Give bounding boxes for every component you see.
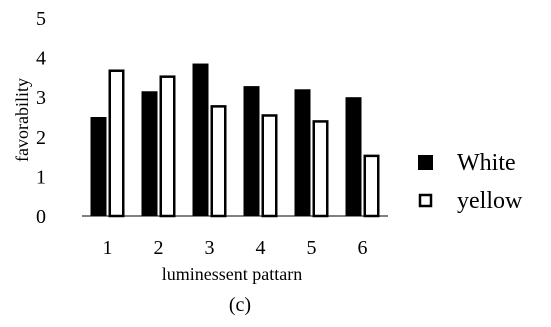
y-tick-labels: 0 1 2 3 4 5 xyxy=(36,8,46,228)
y-axis-title: favorability xyxy=(12,78,32,162)
y-tick-label: 1 xyxy=(36,166,46,188)
legend: White yellow xyxy=(418,150,523,214)
bar-yellow-6 xyxy=(363,154,380,218)
y-tick-label: 2 xyxy=(36,127,46,149)
legend-label-white: White xyxy=(457,150,516,176)
bar-yellow-2 xyxy=(159,75,176,218)
bar-white-6 xyxy=(345,97,362,216)
legend-label-yellow: yellow xyxy=(457,188,523,214)
bar-white-3 xyxy=(192,63,209,216)
x-tick-label: 6 xyxy=(358,237,368,259)
figure-caption: (c) xyxy=(229,294,251,316)
bar-white-2 xyxy=(141,91,158,216)
bar-yellow-5 xyxy=(312,120,329,218)
bar-yellow-1 xyxy=(108,69,125,218)
x-tick-label: 2 xyxy=(154,237,164,259)
bar-white-4 xyxy=(243,86,260,216)
x-tick-label: 3 xyxy=(205,237,215,259)
x-tick-label: 4 xyxy=(256,237,266,259)
bar-yellow-3 xyxy=(210,105,227,218)
bars xyxy=(90,63,380,218)
legend-swatch-white xyxy=(418,155,433,170)
x-tick-label: 1 xyxy=(103,237,113,259)
x-tick-label: 5 xyxy=(307,237,317,259)
y-tick-label: 3 xyxy=(36,87,46,109)
bar-white-1 xyxy=(90,117,107,216)
bar-yellow-4 xyxy=(261,114,278,218)
legend-swatch-yellow xyxy=(418,193,433,208)
x-tick-labels: 1 2 3 4 5 6 xyxy=(103,237,368,259)
bar-white-5 xyxy=(294,89,311,216)
x-axis-title: luminessent pattarn xyxy=(162,264,302,284)
y-tick-label: 0 xyxy=(36,206,46,228)
y-tick-label: 5 xyxy=(36,8,46,30)
y-tick-label: 4 xyxy=(36,48,46,70)
